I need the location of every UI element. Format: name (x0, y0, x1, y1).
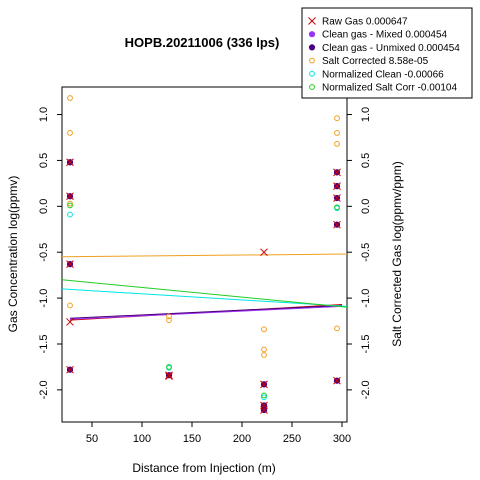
data-point (166, 364, 172, 370)
legend-label: Clean gas - Mixed 0.000454 (322, 30, 448, 41)
x-tick-label: 200 (233, 433, 251, 445)
y-tick-label: -1.0 (38, 289, 50, 308)
data-point (333, 168, 341, 177)
x-tick-label: 150 (183, 433, 201, 445)
fit-line (62, 253, 347, 258)
legend-marker (309, 84, 315, 90)
data-point (66, 260, 74, 268)
y2-tick-label: -0.5 (360, 243, 372, 262)
fit-line (69, 304, 343, 319)
legend-marker (308, 44, 316, 51)
data-point (334, 204, 340, 211)
y2-tick-label: 1.0 (360, 107, 372, 122)
legend-marker (308, 31, 316, 38)
y2-tick-label: -1.5 (360, 335, 372, 354)
data-point (333, 182, 341, 190)
data-point (67, 302, 73, 309)
x-tick-label: 250 (283, 433, 301, 445)
data-point (334, 129, 340, 136)
legend-label: Raw Gas 0.000647 (322, 17, 408, 28)
data-point (67, 129, 73, 136)
data-point (261, 392, 267, 399)
data-point (66, 318, 74, 326)
x-axis-label: Distance from Injection (m) (132, 461, 275, 475)
y-tick-label: 0.5 (38, 153, 50, 168)
data-points (66, 95, 341, 414)
x-tick-label: 50 (86, 433, 98, 445)
data-point (333, 220, 341, 229)
legend-marker (309, 70, 315, 77)
x-tick-label: 100 (133, 433, 151, 445)
data-point (66, 365, 74, 374)
fit-line (69, 305, 343, 320)
legend-label: Normalized Clean -0.00066 (322, 69, 444, 80)
data-point (334, 325, 340, 332)
y-tick-label: 1.0 (38, 107, 50, 122)
y-tick-label: -1.5 (38, 335, 50, 354)
data-point (334, 115, 340, 122)
y-tick-label: -0.5 (38, 243, 50, 262)
y2-tick-label: 0.5 (360, 153, 372, 168)
data-point (67, 200, 73, 207)
data-point (333, 194, 341, 202)
y-axis-label: Gas Concentration log(ppmv) (6, 176, 20, 333)
fit-line (62, 288, 347, 307)
data-point (260, 380, 268, 389)
y2-tick-label: -2.0 (360, 380, 372, 399)
data-point (261, 394, 267, 401)
legend-marker (308, 17, 316, 25)
legend-box (301, 7, 473, 99)
y2-tick-label: 0.0 (360, 199, 372, 214)
bottom-axis: 50 100 150 200 250 300 (86, 422, 351, 445)
data-point (166, 313, 172, 320)
legend-label: Normalized Salt Corr -0.00104 (322, 83, 457, 94)
legend-marker (309, 57, 315, 64)
data-point (261, 352, 267, 358)
y2-tick-label: -1.0 (360, 289, 372, 308)
y-tick-label: 0.0 (38, 199, 50, 214)
legend-label: Salt Corrected 8.58e-05 (322, 56, 429, 67)
data-point (260, 248, 268, 257)
fit-line (62, 279, 347, 308)
fit-lines (62, 253, 347, 321)
data-point (67, 211, 73, 218)
data-point (67, 202, 73, 209)
y2-axis-label: Salt Corrected Gas log(ppmv/ppm) (390, 161, 404, 346)
right-axis: -2.0 -1.5 -1.0 -0.5 0.0 0.5 1.0 (347, 107, 372, 399)
x-tick-label: 300 (333, 433, 351, 445)
left-axis: -2.0 -1.5 -1.0 -0.5 0.0 0.5 1.0 (38, 107, 62, 399)
data-point (67, 95, 73, 101)
data-point (260, 406, 268, 414)
chart-title: HOPB.20211006 (336 lps) (125, 35, 280, 50)
y-tick-label: -2.0 (38, 380, 50, 399)
data-point (66, 158, 74, 167)
data-point (261, 346, 267, 353)
data-point (165, 372, 173, 380)
legend: Raw Gas 0.000647 Clean gas - Mixed 0.0004… (301, 7, 473, 99)
data-point (66, 192, 74, 201)
data-point (165, 371, 173, 380)
legend-label: Clean gas - Unmixed 0.000454 (322, 43, 460, 54)
data-point (261, 326, 267, 333)
data-point (333, 376, 341, 385)
data-point (166, 317, 172, 324)
data-point (334, 141, 340, 147)
